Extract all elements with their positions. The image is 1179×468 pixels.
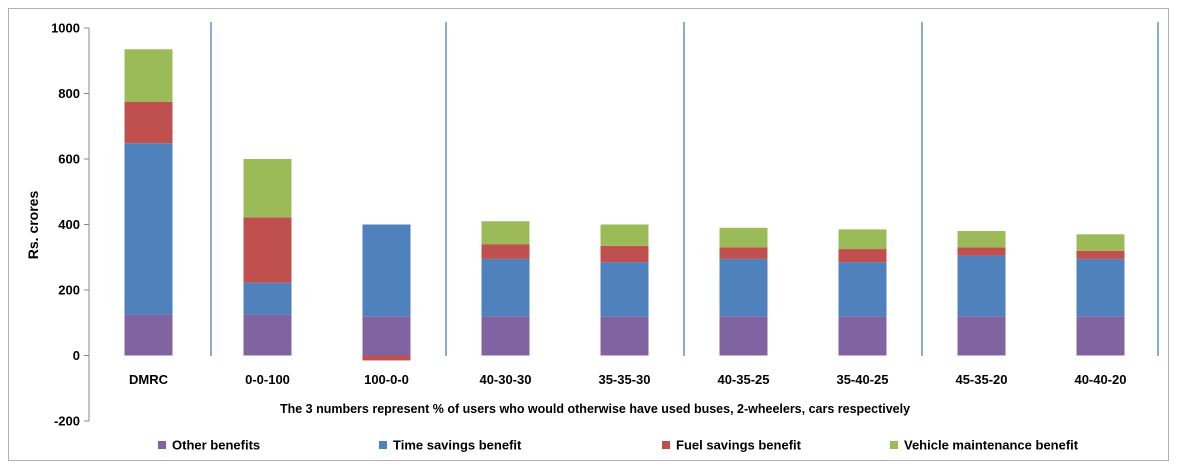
legend-swatch xyxy=(662,441,670,449)
legend-label: Time savings benefit xyxy=(393,438,522,453)
legend-label: Fuel savings benefit xyxy=(676,438,802,453)
bar-segment xyxy=(600,245,649,263)
x-tick-label: 100-0-0 xyxy=(364,372,409,387)
bar-segment xyxy=(362,355,411,361)
bar-segment xyxy=(1076,316,1125,356)
bar-segment xyxy=(600,316,649,356)
group-separators xyxy=(210,22,1159,356)
bar-segment xyxy=(481,258,530,317)
bar-segment xyxy=(838,316,887,356)
bar-segment xyxy=(243,314,292,356)
bar-segment xyxy=(719,258,768,317)
legend: Other benefits Time savings benefit Fuel s… xyxy=(158,438,1079,453)
bar-segment xyxy=(838,262,887,317)
bars xyxy=(124,49,1125,361)
legend-label: Vehicle maintenance benefit xyxy=(904,438,1079,453)
y-tick-label: 400 xyxy=(58,217,80,232)
bar-segment xyxy=(481,221,530,245)
x-tick-labels: DMRC 0-0-100 100-0-0 40-30-30 35-35-30 40-35-… xyxy=(129,372,1127,387)
y-tick-label: 0 xyxy=(73,348,80,363)
bar-segment xyxy=(481,316,530,356)
x-tick-label: 40-35-25 xyxy=(717,372,769,387)
y-tick-label: 200 xyxy=(58,283,80,298)
legend-swatch xyxy=(379,441,387,449)
bar-segment xyxy=(243,217,292,283)
legend-swatch xyxy=(890,441,898,449)
bar-segment xyxy=(124,143,173,315)
bar-segment xyxy=(243,282,292,315)
x-tick-label: DMRC xyxy=(129,372,169,387)
bar-segment xyxy=(719,316,768,356)
legend-swatch xyxy=(158,441,166,449)
legend-label: Other benefits xyxy=(172,438,260,453)
y-tick-label: 600 xyxy=(58,152,80,167)
y-axis-title: Rs. crores xyxy=(25,191,41,260)
bar-segment xyxy=(124,49,173,102)
x-tick-label: 45-35-20 xyxy=(955,372,1007,387)
x-axis-title: The 3 numbers represent % of users who w… xyxy=(280,402,910,416)
x-tick-label: 40-40-20 xyxy=(1074,372,1126,387)
bar-segment xyxy=(957,316,1006,356)
x-tick-label: 35-40-25 xyxy=(836,372,888,387)
bar-segment xyxy=(600,262,649,317)
y-tick-label: 800 xyxy=(58,86,80,101)
bar-segment xyxy=(838,229,887,250)
y-axis: -200 0 200 400 600 800 1000 xyxy=(51,21,90,429)
bar-segment xyxy=(362,316,411,356)
bar-segment xyxy=(957,231,1006,248)
x-tick-label: 0-0-100 xyxy=(245,372,290,387)
x-tick-label: 40-30-30 xyxy=(479,372,531,387)
bar-segment xyxy=(957,247,1006,256)
bar-segment xyxy=(838,249,887,263)
bar-segment xyxy=(1076,234,1125,251)
bar-segment xyxy=(243,159,292,218)
bar-segment xyxy=(1076,250,1125,259)
bar-segment xyxy=(719,227,768,248)
y-tick-label: 1000 xyxy=(51,21,80,36)
bar-segment xyxy=(600,224,649,246)
bar-segment xyxy=(1076,258,1125,317)
x-tick-label: 35-35-30 xyxy=(598,372,650,387)
bar-segment xyxy=(719,247,768,259)
bar-segment xyxy=(362,224,411,317)
bar-segment xyxy=(124,314,173,356)
bar-segment xyxy=(957,255,1006,317)
bar-segment xyxy=(124,101,173,144)
y-tick-label: -200 xyxy=(54,414,80,429)
bar-segment xyxy=(481,244,530,259)
